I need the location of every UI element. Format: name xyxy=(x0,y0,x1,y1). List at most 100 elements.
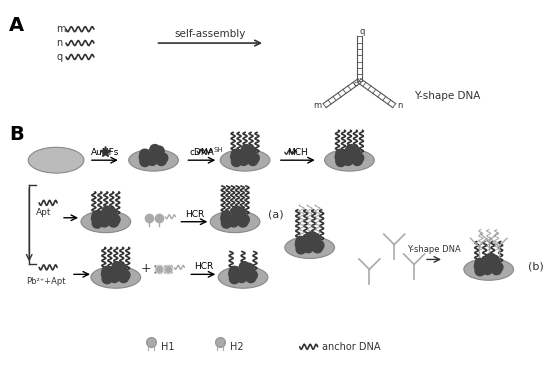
Text: HCR: HCR xyxy=(185,210,204,219)
Text: cDNA: cDNA xyxy=(189,148,214,157)
Text: q: q xyxy=(360,27,365,36)
Circle shape xyxy=(335,152,345,162)
Circle shape xyxy=(107,208,117,217)
Text: m: m xyxy=(314,101,322,109)
Circle shape xyxy=(150,145,160,154)
Circle shape xyxy=(110,214,120,224)
Circle shape xyxy=(221,211,231,221)
Circle shape xyxy=(232,157,241,167)
Circle shape xyxy=(229,266,239,276)
Text: Pb²⁺+Apt: Pb²⁺+Apt xyxy=(26,277,66,286)
Circle shape xyxy=(241,145,251,154)
Circle shape xyxy=(222,218,232,228)
Ellipse shape xyxy=(81,211,131,233)
Circle shape xyxy=(231,214,239,222)
Circle shape xyxy=(109,217,119,227)
Circle shape xyxy=(345,152,354,160)
Circle shape xyxy=(241,152,249,160)
Text: +: + xyxy=(140,262,151,275)
Circle shape xyxy=(230,152,241,162)
Circle shape xyxy=(101,269,112,279)
Circle shape xyxy=(306,232,316,242)
Circle shape xyxy=(295,239,305,249)
Circle shape xyxy=(117,263,126,273)
Circle shape xyxy=(239,155,249,165)
Circle shape xyxy=(336,149,345,159)
Circle shape xyxy=(112,269,120,277)
Ellipse shape xyxy=(324,149,375,171)
Text: Apt: Apt xyxy=(36,208,52,217)
Text: (b): (b) xyxy=(529,261,544,271)
Text: q: q xyxy=(56,52,62,62)
Circle shape xyxy=(312,243,322,253)
Circle shape xyxy=(102,274,112,284)
Ellipse shape xyxy=(464,259,514,280)
Ellipse shape xyxy=(91,266,141,288)
Circle shape xyxy=(102,266,112,276)
Text: MCH: MCH xyxy=(287,148,308,157)
Text: HCR: HCR xyxy=(194,262,213,271)
Ellipse shape xyxy=(210,211,260,233)
Circle shape xyxy=(239,262,249,272)
Circle shape xyxy=(346,145,356,154)
Circle shape xyxy=(296,237,306,246)
Circle shape xyxy=(150,152,157,160)
Circle shape xyxy=(236,273,246,282)
Circle shape xyxy=(239,214,249,224)
Circle shape xyxy=(140,149,150,159)
Circle shape xyxy=(310,233,320,243)
Circle shape xyxy=(304,243,313,253)
Circle shape xyxy=(475,266,485,276)
Text: n: n xyxy=(397,101,403,109)
Text: anchor DNA: anchor DNA xyxy=(322,342,380,352)
Text: SH: SH xyxy=(213,147,223,153)
Circle shape xyxy=(248,155,258,165)
Circle shape xyxy=(119,273,129,283)
Circle shape xyxy=(475,258,485,268)
Circle shape xyxy=(102,214,110,222)
Ellipse shape xyxy=(28,147,84,173)
Circle shape xyxy=(336,157,346,167)
Circle shape xyxy=(158,153,168,163)
Circle shape xyxy=(493,262,503,272)
Circle shape xyxy=(92,218,102,228)
Text: AuNFs: AuNFs xyxy=(91,148,119,157)
Circle shape xyxy=(353,155,362,165)
Text: m: m xyxy=(56,24,65,34)
Circle shape xyxy=(246,273,256,283)
Circle shape xyxy=(231,149,241,159)
Text: n: n xyxy=(56,38,62,48)
Circle shape xyxy=(140,157,150,167)
Circle shape xyxy=(91,214,101,224)
Text: Y-shape DNA: Y-shape DNA xyxy=(407,246,461,255)
Ellipse shape xyxy=(218,266,268,288)
Circle shape xyxy=(350,146,360,156)
Circle shape xyxy=(238,217,248,227)
Text: Y-shape DNA: Y-shape DNA xyxy=(414,91,481,101)
Circle shape xyxy=(490,255,499,265)
Text: (a): (a) xyxy=(268,210,284,220)
Circle shape xyxy=(236,208,246,217)
Circle shape xyxy=(147,155,157,165)
Ellipse shape xyxy=(220,149,270,171)
Circle shape xyxy=(482,265,492,275)
Text: B: B xyxy=(9,125,24,144)
Circle shape xyxy=(354,153,364,163)
Circle shape xyxy=(248,270,257,280)
Text: c: c xyxy=(354,81,358,87)
Circle shape xyxy=(485,254,495,264)
Circle shape xyxy=(109,273,119,282)
Circle shape xyxy=(100,217,109,227)
Circle shape xyxy=(246,146,256,156)
Text: H2: H2 xyxy=(230,342,244,352)
Circle shape xyxy=(232,206,241,216)
Text: self-assembly: self-assembly xyxy=(174,29,246,39)
Circle shape xyxy=(239,269,247,277)
Circle shape xyxy=(139,152,149,162)
Circle shape xyxy=(296,244,306,254)
Circle shape xyxy=(475,261,485,271)
Circle shape xyxy=(221,214,230,224)
Circle shape xyxy=(306,240,313,247)
Circle shape xyxy=(343,155,353,165)
Circle shape xyxy=(112,262,122,272)
